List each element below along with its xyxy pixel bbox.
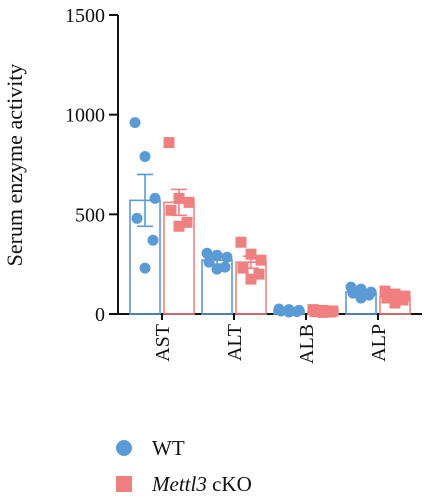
y-tick-label: 500 [75, 204, 105, 226]
legend-item-wt: WT [116, 430, 252, 466]
data-point [139, 262, 151, 274]
x-tick-label: ALB [296, 324, 318, 364]
data-point [139, 151, 151, 163]
data-point [183, 196, 195, 208]
data-point [211, 249, 223, 261]
data-point [237, 262, 249, 274]
data-point [347, 287, 359, 299]
data-point [255, 254, 267, 266]
y-tick-label: 1000 [65, 105, 105, 127]
data-point [275, 305, 287, 317]
y-tick-label: 1500 [65, 5, 105, 27]
data-point [221, 251, 233, 263]
y-axis-label: Serum enzyme activity [2, 64, 27, 267]
data-point [379, 285, 391, 297]
legend-item-cko: Mettl3 cKO [116, 466, 252, 502]
data-point [211, 263, 223, 275]
legend: WT Mettl3 cKO [116, 430, 252, 502]
data-point [325, 306, 337, 318]
legend-cko-marker [116, 476, 132, 492]
data-point [389, 288, 401, 300]
data-point [397, 294, 409, 306]
data-point [389, 297, 401, 309]
data-point [147, 234, 159, 246]
data-point [283, 306, 295, 318]
data-point [245, 248, 257, 260]
data-point [163, 137, 175, 149]
data-point [129, 117, 141, 129]
data-point [149, 192, 161, 204]
data-point [165, 204, 177, 216]
y-tick-label: 0 [95, 304, 105, 326]
plot-area: 0 500 1000 1500 AST ALT ALB ALP [65, 5, 422, 364]
data-point [317, 306, 329, 318]
data-point [173, 220, 185, 232]
data-point [181, 216, 193, 228]
legend-wt-marker [116, 440, 132, 456]
data-point [201, 247, 213, 259]
data-point [291, 306, 303, 318]
x-tick-label: AST [152, 324, 174, 362]
data-point [203, 256, 215, 268]
data-point [355, 292, 367, 304]
data-point [173, 192, 185, 204]
x-tick-label: ALT [224, 324, 246, 361]
legend-cko-label: Mettl3 cKO [152, 471, 252, 496]
x-tick-label: ALP [368, 324, 390, 362]
legend-wt-label: WT [152, 435, 185, 460]
data-point [253, 268, 265, 280]
data-point [309, 306, 321, 318]
data-point [235, 236, 247, 248]
data-point [381, 292, 393, 304]
data-point [245, 273, 257, 285]
data-point [131, 212, 143, 224]
